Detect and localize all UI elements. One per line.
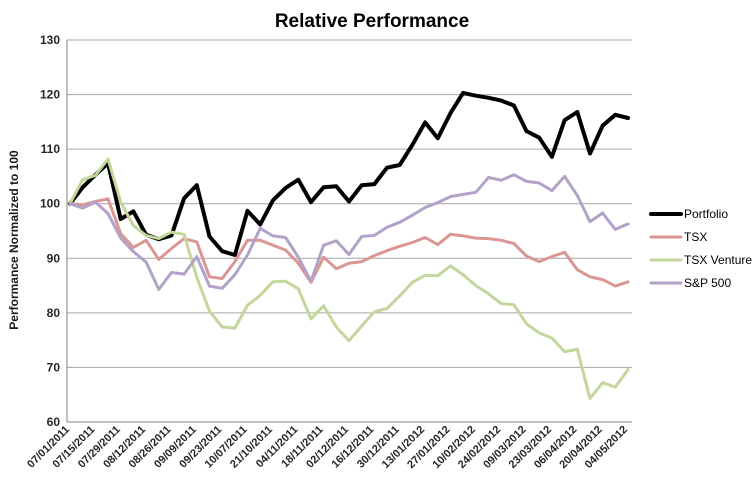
series-line-tsx: [68, 197, 630, 288]
legend-label-s-p-500: S&P 500: [684, 276, 731, 290]
y-tick-label-70: 70: [47, 360, 61, 374]
legend-label-tsx-venture: TSX Venture: [684, 253, 752, 267]
y-axis-title: Performance Normalized to 100: [7, 150, 21, 330]
legend-label-portfolio: Portfolio: [684, 207, 728, 221]
axes-group: 1301201101009080706007/01/201107/15/2011…: [25, 33, 632, 471]
legend-item-portfolio: Portfolio: [649, 207, 728, 221]
y-tick-label-80: 80: [47, 306, 61, 320]
chart-title: Relative Performance: [275, 11, 469, 32]
series-line-portfolio: [68, 90, 630, 257]
y-tick-label-100: 100: [40, 197, 60, 211]
y-tick-label-90: 90: [47, 251, 61, 265]
y-tick-label-120: 120: [40, 88, 60, 102]
gridlines-group: [67, 39, 632, 423]
legend-label-tsx: TSX: [684, 230, 707, 244]
legend-item-tsx-venture: TSX Venture: [649, 253, 752, 267]
legend-item-tsx: TSX: [649, 230, 707, 244]
series-line-s-p-500: [68, 173, 630, 291]
legend-item-s-p-500: S&P 500: [649, 276, 731, 290]
series-line-tsx-venture: [68, 157, 630, 400]
series-lines-group: [68, 90, 630, 400]
legend-group: Portfolio TSX TSX Venture S&P 500: [649, 207, 752, 290]
y-tick-label-110: 110: [41, 142, 61, 156]
y-tick-label-60: 60: [47, 415, 61, 429]
y-tick-label-130: 130: [40, 33, 60, 47]
